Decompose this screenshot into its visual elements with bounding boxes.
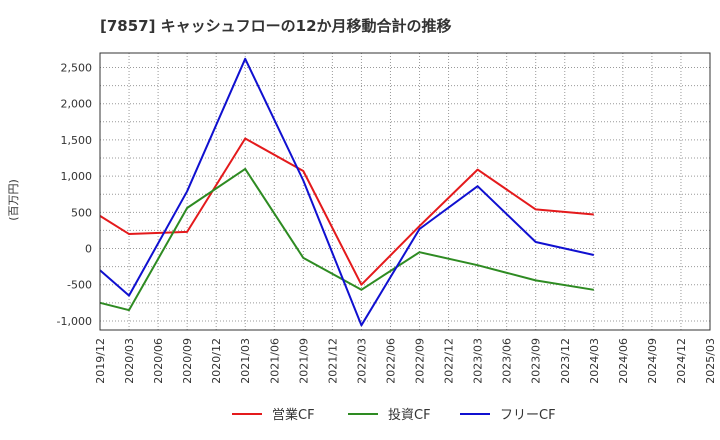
x-tick-label: 2024/12 bbox=[675, 338, 688, 384]
plot-area bbox=[99, 52, 711, 331]
series-line bbox=[99, 57, 595, 327]
x-tick-label: 2024/09 bbox=[646, 338, 659, 384]
x-tick-label: 2023/03 bbox=[472, 338, 485, 384]
y-tick-label: 500 bbox=[71, 206, 92, 219]
series-line bbox=[99, 137, 594, 286]
y-tick-label: 2,500 bbox=[61, 61, 93, 74]
legend-label: フリーCF bbox=[500, 408, 556, 423]
x-tick-label: 2020/09 bbox=[181, 338, 194, 384]
x-axis-ticks: 2019/12 2020/03 2020/06 2020/09 2020/12 2021/… bbox=[94, 338, 717, 384]
legend: 営業CF 投資CF フリーCF bbox=[232, 407, 556, 423]
y-tick-label: -500 bbox=[67, 279, 92, 292]
x-tick-label: 2023/09 bbox=[530, 338, 543, 384]
x-tick-label: 2021/09 bbox=[297, 338, 310, 384]
x-tick-label: 2024/03 bbox=[588, 338, 601, 384]
x-tick-label: 2024/06 bbox=[617, 338, 630, 384]
y-tick-label: -1,000 bbox=[57, 315, 92, 328]
x-tick-label: 2021/06 bbox=[268, 338, 281, 384]
x-tick-label: 2023/12 bbox=[559, 338, 572, 384]
legend-label: 投資CF bbox=[388, 407, 431, 423]
x-tick-label: 2021/12 bbox=[326, 338, 339, 384]
chart-title: [7857] キャッシュフローの12か月移動合計の推移 bbox=[100, 17, 452, 35]
legend-label: 営業CF bbox=[272, 407, 315, 423]
y-axis-ticks: -1,000 -500 0 500 1,000 1,500 2,000 2,500 bbox=[57, 61, 92, 327]
y-axis-label: (百万円) bbox=[7, 179, 20, 221]
x-tick-label: 2021/03 bbox=[239, 338, 252, 384]
x-tick-label: 2022/03 bbox=[355, 338, 368, 384]
x-tick-label: 2025/03 bbox=[704, 338, 717, 384]
y-tick-label: 1,000 bbox=[61, 170, 93, 183]
x-tick-label: 2022/12 bbox=[443, 338, 456, 384]
x-tick-label: 2020/06 bbox=[152, 338, 165, 384]
x-tick-label: 2020/03 bbox=[123, 338, 136, 384]
grid bbox=[100, 53, 710, 330]
series-lines bbox=[99, 57, 595, 327]
y-tick-label: 2,000 bbox=[61, 98, 93, 111]
x-tick-label: 2020/12 bbox=[210, 338, 223, 384]
y-tick-label: 1,500 bbox=[61, 134, 93, 147]
x-tick-label: 2023/06 bbox=[501, 338, 514, 384]
series-line bbox=[99, 167, 594, 312]
x-tick-label: 2019/12 bbox=[94, 338, 107, 384]
x-tick-label: 2022/09 bbox=[414, 338, 427, 384]
y-tick-label: 0 bbox=[85, 243, 92, 256]
x-tick-label: 2022/06 bbox=[384, 338, 397, 384]
